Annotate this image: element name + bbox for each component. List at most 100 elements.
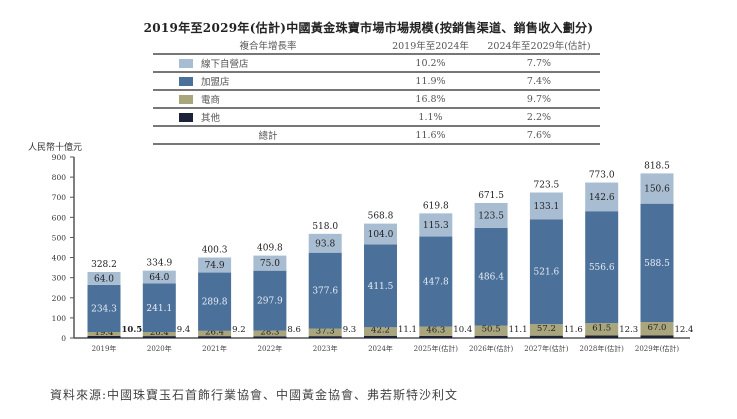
- x-tick-label: 2026年(估計): [469, 344, 514, 353]
- bar-segment-加盟店: [364, 244, 397, 328]
- data-label-other: 11.1: [398, 325, 417, 335]
- y-tick-label: 800: [52, 173, 67, 182]
- x-tick-label: 2024年: [368, 344, 393, 353]
- data-label: 74.9: [205, 261, 225, 271]
- data-label: 411.5: [368, 282, 394, 292]
- bar-segment-其他: [474, 335, 508, 338]
- data-label: 241.1: [146, 304, 172, 314]
- data-label: 297.9: [257, 297, 283, 307]
- cagr-row-label-cell: 加盟店: [153, 71, 383, 90]
- legend-swatch: [179, 58, 193, 68]
- bar-segment-電商: [364, 327, 397, 336]
- y-tick-label: 600: [52, 213, 67, 222]
- bar-segment-電商: [529, 324, 563, 336]
- bar-segment-加盟店: [198, 272, 232, 331]
- total-label: 723.5: [534, 180, 560, 190]
- legend-swatch: [179, 112, 193, 122]
- data-label: 50.5: [482, 325, 501, 335]
- data-label: 447.8: [423, 278, 449, 288]
- total-label: 619.8: [423, 201, 449, 211]
- cagr-row-v2: 2.2%: [478, 107, 600, 126]
- data-label: 28.3: [260, 327, 279, 337]
- x-tick-label: 2020年: [147, 344, 172, 353]
- data-label: 234.3: [91, 304, 117, 314]
- bar-segment-其他: [142, 336, 176, 338]
- bar-segment-線下自營店: [364, 223, 397, 245]
- y-tick-label: 200: [52, 294, 67, 303]
- cagr-header-period2: 2024年至2029年(估計): [487, 41, 591, 52]
- bar-segment-電商: [474, 325, 508, 336]
- data-label: 46.3: [426, 325, 445, 335]
- data-label: 57.2: [537, 324, 556, 334]
- data-label: 64.0: [94, 274, 114, 284]
- bar-segment-電商: [198, 330, 232, 337]
- cagr-total-v2: 7.6%: [478, 125, 600, 145]
- bar-segment-其他: [253, 336, 287, 338]
- x-tick-label: 2021年: [202, 344, 227, 353]
- bar-segment-其他: [87, 335, 121, 338]
- data-label: 37.3: [316, 326, 335, 336]
- cagr-row-label: 其他: [201, 113, 221, 124]
- cagr-row-v2: 7.4%: [478, 71, 600, 90]
- data-label: 26.4: [205, 327, 224, 337]
- y-tick-label: 700: [52, 193, 67, 202]
- data-label: 20.4: [150, 328, 169, 338]
- bar-segment-其他: [364, 335, 397, 338]
- x-tick-label: 2025年(估計): [414, 344, 459, 353]
- data-label: 61.5: [592, 323, 611, 333]
- cagr-row: 加盟店 11.9% 7.4%: [153, 71, 600, 90]
- bar-segment-線下自營店: [640, 173, 674, 204]
- y-tick-label: 400: [52, 254, 67, 263]
- cagr-header-period1: 2019年至2024年: [392, 41, 469, 52]
- cagr-total-v1: 11.6%: [383, 125, 478, 145]
- total-label: 334.9: [146, 259, 172, 269]
- x-tick-label: 2027年(估計): [524, 344, 569, 353]
- cagr-row-label: 電商: [201, 95, 221, 106]
- y-tick-label: 100: [52, 314, 67, 323]
- data-label: 289.8: [202, 298, 228, 308]
- bar-segment-線下自營店: [529, 192, 563, 220]
- bar-segment-線下自營店: [419, 213, 453, 237]
- bar-segment-電商: [308, 328, 342, 337]
- y-axis-label: 人民幣十億元: [28, 141, 82, 153]
- bar-segment-加盟店: [585, 211, 619, 324]
- total-label: 518.0: [312, 222, 338, 232]
- bar-segment-加盟店: [253, 270, 287, 331]
- legend-swatch: [179, 94, 193, 104]
- bar-segment-加盟店: [419, 236, 453, 327]
- cagr-row-v1: 10.2%: [383, 53, 478, 72]
- data-label-other: 9.3: [343, 325, 357, 335]
- data-label-other: 8.6: [287, 325, 301, 335]
- y-tick-label: 900: [52, 153, 67, 162]
- cagr-row-v2: 7.7%: [478, 53, 600, 72]
- cagr-total-row: 總計 11.6% 7.6%: [153, 125, 600, 145]
- bar-segment-電商: [87, 331, 121, 336]
- data-label: 150.6: [644, 185, 670, 195]
- bar-segment-加盟店: [142, 283, 176, 333]
- cagr-row: 線下自營店 10.2% 7.7%: [153, 53, 600, 72]
- data-label: 104.0: [368, 230, 394, 240]
- total-label: 671.5: [478, 191, 504, 201]
- legend-swatch: [179, 76, 193, 86]
- bar-segment-其他: [198, 336, 232, 338]
- data-label: 142.6: [589, 193, 615, 203]
- data-label: 486.4: [478, 273, 504, 283]
- bar-segment-加盟店: [640, 203, 674, 323]
- cagr-header: 複合年增長率 2019年至2024年 2024年至2029年(估計): [153, 37, 600, 54]
- bar-segment-其他: [308, 336, 342, 338]
- bar-segment-其他: [529, 335, 563, 338]
- data-label-other: 10.4: [453, 325, 472, 335]
- total-label: 818.5: [644, 161, 670, 171]
- data-label: 67.0: [648, 323, 667, 333]
- data-label: 42.2: [371, 326, 390, 336]
- x-tick-label: 2028年(估計): [580, 344, 625, 353]
- cagr-row-v2: 9.7%: [478, 89, 600, 108]
- bar-segment-加盟店: [474, 227, 508, 326]
- source-note: 資料來源:中國珠寶玉石首飾行業協會、中國黃金協會、弗若斯特沙利文: [50, 388, 459, 402]
- total-label: 400.3: [202, 245, 228, 255]
- cagr-table: 複合年增長率 2019年至2024年 2024年至2029年(估計) 線下自營店…: [153, 37, 600, 145]
- bar-segment-電商: [253, 330, 287, 337]
- bar-segment-線下自營店: [585, 182, 619, 212]
- x-tick-label: 2023年: [313, 344, 338, 353]
- bar-segment-線下自營店: [253, 255, 287, 271]
